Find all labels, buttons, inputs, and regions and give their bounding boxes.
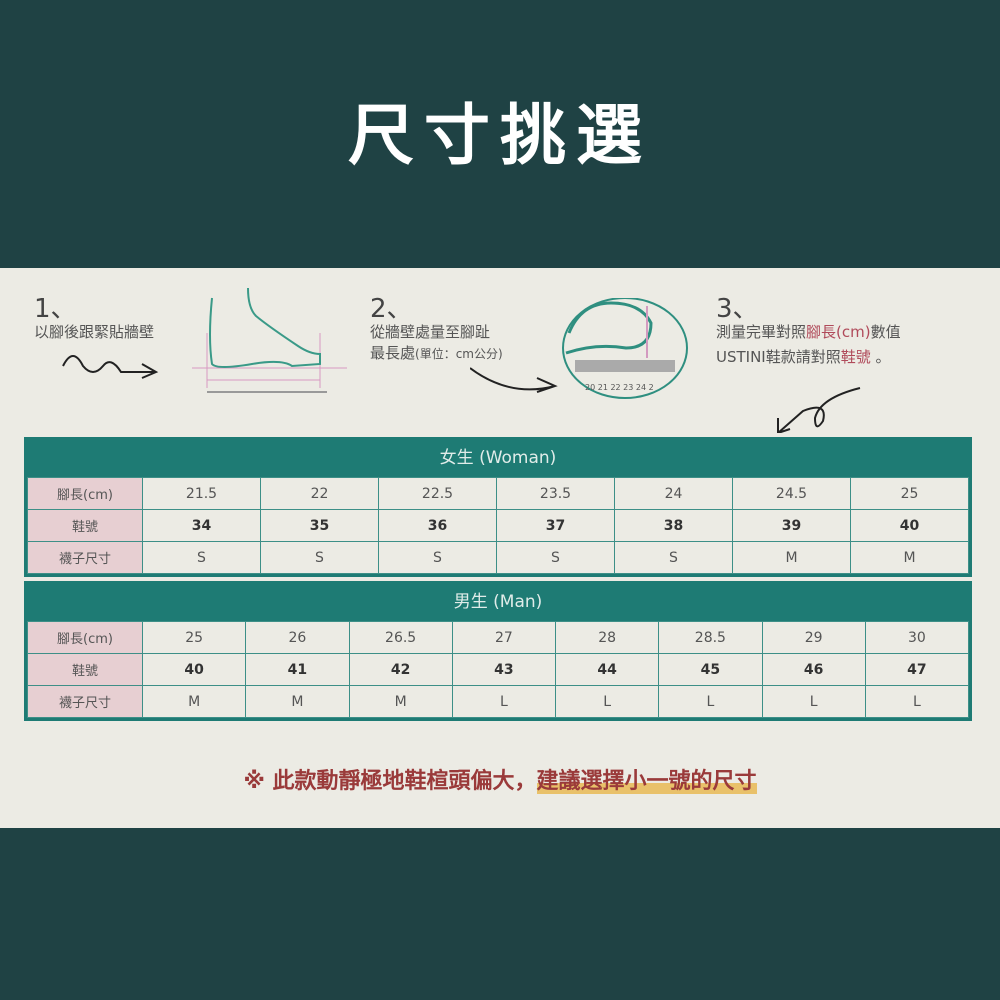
table-cell: 22.5	[378, 477, 497, 510]
table-cell: 46	[761, 653, 866, 686]
table-cell: L	[761, 685, 866, 718]
ruler-labels: 20 21 22 23 24 2	[585, 383, 654, 392]
step-text: 。	[870, 348, 891, 366]
table-cell: 29	[761, 621, 866, 654]
table-cell: S	[260, 541, 379, 574]
table-cell: 42	[348, 653, 453, 686]
table-cell: L	[451, 685, 557, 718]
step-number: 1、	[34, 294, 77, 324]
step-number: 2、	[370, 294, 413, 324]
row-label: 襪子尺寸	[27, 685, 143, 718]
table-cell: L	[864, 685, 970, 718]
man-size-table: 男生 (Man) 腳長(cm) 25 26 26.5 27 28 28.5 29 30 鞋號 40 4…	[24, 581, 972, 721]
table-cell: 22	[260, 477, 379, 510]
step-unit: (單位：cm公分)	[415, 347, 503, 361]
step-text: 以腳後跟緊貼牆壁	[34, 323, 155, 341]
table-cell: 24	[614, 477, 733, 510]
table-cell: L	[658, 685, 763, 718]
table-cell: M	[245, 685, 350, 718]
step-highlight: 鞋號	[840, 348, 871, 366]
table-cell: M	[348, 685, 453, 718]
table-cell: L	[554, 685, 660, 718]
step-text: USTINI鞋款請對照	[716, 348, 841, 366]
table-cell: 44	[554, 653, 660, 686]
page-title: 尺寸挑選	[348, 97, 652, 174]
table-cell: M	[732, 541, 851, 574]
sock-size-row: 襪子尺寸 M M M L L L L L	[27, 685, 970, 718]
table-cell: 27	[451, 621, 557, 654]
step-text: 數值	[870, 323, 901, 341]
table-cell: 45	[658, 653, 763, 686]
row-label: 襪子尺寸	[27, 541, 143, 574]
table-cell: 25	[850, 477, 969, 510]
toe-measure-illustration: 20 21 22 23 24 2	[470, 298, 688, 399]
table-cell: S	[142, 541, 261, 574]
foot-against-wall-illustration	[62, 288, 347, 393]
step-text: 從牆壁處量至腳趾	[370, 323, 491, 341]
table-cell: 21.5	[142, 477, 261, 510]
table-cell: M	[141, 685, 247, 718]
step-2: 2、 從牆壁處量至腳趾 最長處(單位：cm公分)	[370, 296, 503, 365]
table-cell: 26.5	[348, 621, 453, 654]
table-cell: M	[850, 541, 969, 574]
table-cell: 36	[378, 509, 497, 542]
note-text: 此款動靜極地鞋楦頭偏大，	[272, 769, 537, 794]
sock-size-row: 襪子尺寸 S S S S S M M	[27, 541, 969, 574]
foot-length-row: 腳長(cm) 21.5 22 22.5 23.5 24 24.5 25	[27, 477, 969, 510]
note-symbol: ※	[243, 769, 265, 794]
step-number: 3、	[716, 294, 759, 324]
row-label: 鞋號	[27, 653, 143, 686]
shoe-size-row: 鞋號 34 35 36 37 38 39 40	[27, 509, 969, 542]
row-label: 腳長(cm)	[27, 477, 143, 510]
table-cell: 43	[451, 653, 557, 686]
step-3: 3、 測量完畢對照腳長(cm)數值 USTINI鞋款請對照鞋號 。	[716, 296, 901, 368]
table-header: 女生 (Woman)	[439, 448, 557, 468]
table-cell: S	[496, 541, 615, 574]
table-cell: 35	[260, 509, 379, 542]
row-label: 腳長(cm)	[27, 621, 143, 654]
table-cell: 34	[142, 509, 261, 542]
sizing-note: ※ 此款動靜極地鞋楦頭偏大，建議選擇小一號的尺寸	[0, 763, 1000, 795]
step-text: 測量完畢對照	[716, 323, 807, 341]
table-cell: 39	[732, 509, 851, 542]
row-label: 鞋號	[27, 509, 143, 542]
step-highlight: 腳長(cm)	[806, 323, 871, 341]
table-cell: 40	[141, 653, 247, 686]
table-cell: 40	[850, 509, 969, 542]
table-cell: 28	[554, 621, 660, 654]
table-cell: 47	[864, 653, 970, 686]
table-cell: 41	[245, 653, 350, 686]
table-cell: S	[378, 541, 497, 574]
table-cell: 37	[496, 509, 615, 542]
table-header: 男生 (Man)	[453, 592, 543, 612]
step-text: 最長處	[370, 344, 416, 362]
table-cell: 26	[245, 621, 350, 654]
shoe-size-row: 鞋號 40 41 42 43 44 45 46 47	[27, 653, 970, 686]
curly-arrow-icon	[777, 387, 861, 433]
table-cell: 28.5	[658, 621, 763, 654]
table-cell: 24.5	[732, 477, 851, 510]
table-cell: 25	[141, 621, 247, 654]
table-cell: 23.5	[496, 477, 615, 510]
foot-length-row: 腳長(cm) 25 26 26.5 27 28 28.5 29 30	[27, 621, 970, 654]
table-cell: 38	[614, 509, 733, 542]
table-cell: S	[614, 541, 733, 574]
table-cell: 30	[864, 621, 970, 654]
step-1: 1、 以腳後跟緊貼牆壁	[34, 296, 154, 343]
note-highlight: 建議選擇小一號的尺寸	[536, 769, 757, 794]
woman-size-table: 女生 (Woman) 腳長(cm) 21.5 22 22.5 23.5 24 24.5 25 鞋…	[24, 437, 972, 577]
